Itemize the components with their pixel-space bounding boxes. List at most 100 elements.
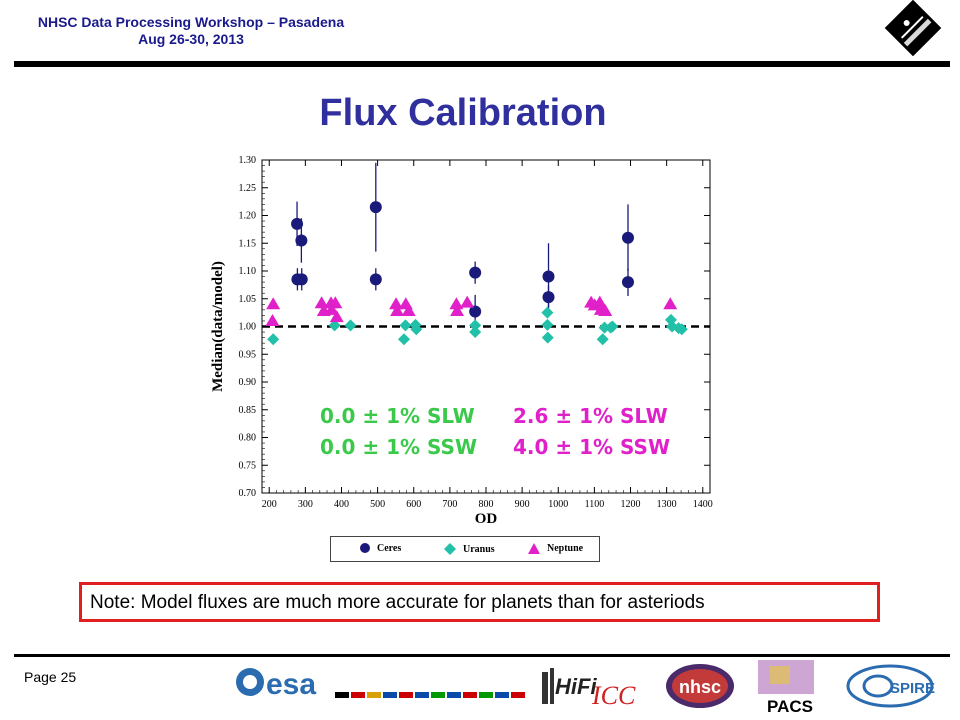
annotation-text: 0.0 ± 1% SSW <box>320 435 477 459</box>
annotation-text: 4.0 ± 1% SSW <box>513 435 670 459</box>
uranus-point <box>541 318 554 331</box>
page-number: Page 25 <box>24 669 77 685</box>
neptune-point <box>328 296 343 309</box>
uranus-point <box>541 306 554 319</box>
x-tick-label: 500 <box>370 499 385 510</box>
neptune-point <box>450 303 465 316</box>
chart-legend: Ceres Uranus Neptune <box>330 536 600 562</box>
uranus-point <box>410 323 423 336</box>
ceres-point <box>542 270 555 283</box>
header-workshop: NHSC Data Processing Workshop – Pasadena <box>37 14 345 30</box>
header-dates: Aug 26-30, 2013 <box>138 31 244 47</box>
y-tick-label: 1.05 <box>239 294 257 305</box>
ceres-point <box>291 217 304 230</box>
x-tick-label: 1200 <box>621 499 641 510</box>
uranus-point <box>606 320 619 333</box>
x-tick-label: 400 <box>334 499 349 510</box>
x-tick-label: 800 <box>479 499 494 510</box>
pacs-text: PACS <box>767 697 813 716</box>
y-tick-label: 0.85 <box>239 405 257 416</box>
slide-title: Flux Calibration <box>319 92 607 134</box>
uranus-point <box>328 319 341 332</box>
uranus-point <box>541 331 554 344</box>
neptune-point <box>663 297 678 310</box>
legend-ceres-label: Ceres <box>377 542 402 554</box>
uranus-point <box>675 323 688 336</box>
legend-ceres: Ceres <box>359 542 401 554</box>
legend-uranus-marker <box>444 543 456 555</box>
hifi-icc-logo: HiFi ICC <box>542 668 636 710</box>
ceres-point <box>295 273 308 286</box>
y-axis-label: Median(data/model) <box>210 261 226 392</box>
hifi-text: HiFi <box>555 674 597 699</box>
nhsc-logo: nhsc <box>666 664 734 708</box>
spire-logo: SPIRE <box>846 664 935 708</box>
y-tick-label: 0.90 <box>239 377 257 388</box>
spire-text: SPIRE <box>890 680 935 697</box>
x-tick-label: 200 <box>262 499 277 510</box>
uranus-point <box>399 319 412 332</box>
bottom-divider <box>14 654 950 657</box>
ceres-point <box>469 305 482 318</box>
esa-logo: esa <box>236 668 525 701</box>
nhsc-text: nhsc <box>679 677 721 697</box>
flags-strip <box>335 692 525 698</box>
ceres-point <box>369 273 382 286</box>
y-tick-label: 1.15 <box>239 238 257 249</box>
x-tick-label: 1300 <box>657 499 677 510</box>
uranus-point <box>267 333 280 346</box>
ceres-point <box>621 276 634 289</box>
y-tick-label: 1.00 <box>239 322 257 333</box>
x-tick-label: 700 <box>442 499 457 510</box>
flux-calibration-chart: 0.70 0.75 0.80 0.85 0.90 0.95 1.00 1.05 1.10 1.15… <box>200 148 720 528</box>
annotation-text: 2.6 ± 1% SLW <box>513 404 668 428</box>
note-box: Note: Model fluxes are much more accurat… <box>79 582 880 622</box>
neptune-point <box>329 310 344 323</box>
esa-text: esa <box>266 668 316 701</box>
icc-text: ICC <box>591 681 636 710</box>
ceres-point <box>295 234 308 247</box>
legend-neptune-marker <box>528 543 540 554</box>
uranus-point <box>344 319 357 332</box>
y-tick-label: 1.10 <box>239 266 257 277</box>
neptune-point <box>266 297 281 310</box>
uranus-point <box>598 321 611 334</box>
y-tick-label: 1.20 <box>239 211 257 222</box>
uranus-point <box>397 333 410 346</box>
y-tick-label: 0.75 <box>239 460 257 471</box>
footer-logos: esa HiFi ICC nhsc PACS <box>236 660 935 716</box>
x-tick-label: 1100 <box>585 499 605 510</box>
ceres-point <box>469 266 482 279</box>
x-tick-label: 1400 <box>693 499 713 510</box>
y-tick-label: 0.80 <box>239 433 257 444</box>
legend-neptune: Neptune <box>527 542 583 555</box>
neptune-point <box>314 296 329 309</box>
legend-neptune-label: Neptune <box>547 543 584 554</box>
neptune-point <box>598 303 613 316</box>
ceres-point <box>621 231 634 244</box>
chart-svg: 0.70 0.75 0.80 0.85 0.90 0.95 1.00 1.05 1.10 1.15… <box>210 155 713 527</box>
x-tick-label: 300 <box>298 499 313 510</box>
legend-uranus-label: Uranus <box>463 543 495 555</box>
neptune-point <box>460 295 475 308</box>
neptune-point <box>401 303 416 316</box>
neptune-point <box>389 297 404 310</box>
y-tick-label: 1.30 <box>239 155 257 166</box>
x-tick-label: 600 <box>406 499 421 510</box>
legend-uranus: Uranus <box>443 542 495 556</box>
y-tick-label: 1.25 <box>239 183 257 194</box>
legend-ceres-marker <box>360 543 370 553</box>
top-divider <box>14 61 950 67</box>
pacs-logo: PACS <box>758 660 814 716</box>
neptune-point <box>324 302 339 315</box>
neptune-point <box>390 303 405 316</box>
neptune-point <box>265 313 280 326</box>
ceres-point <box>542 291 555 304</box>
x-tick-label: 1000 <box>548 499 568 510</box>
uranus-point <box>596 333 609 346</box>
neptune-point <box>449 297 464 310</box>
ceres-point <box>369 201 382 214</box>
header-block: NHSC Data Processing Workshop – Pasadena… <box>16 14 366 48</box>
uranus-point <box>469 326 482 339</box>
y-tick-label: 0.95 <box>239 349 257 360</box>
